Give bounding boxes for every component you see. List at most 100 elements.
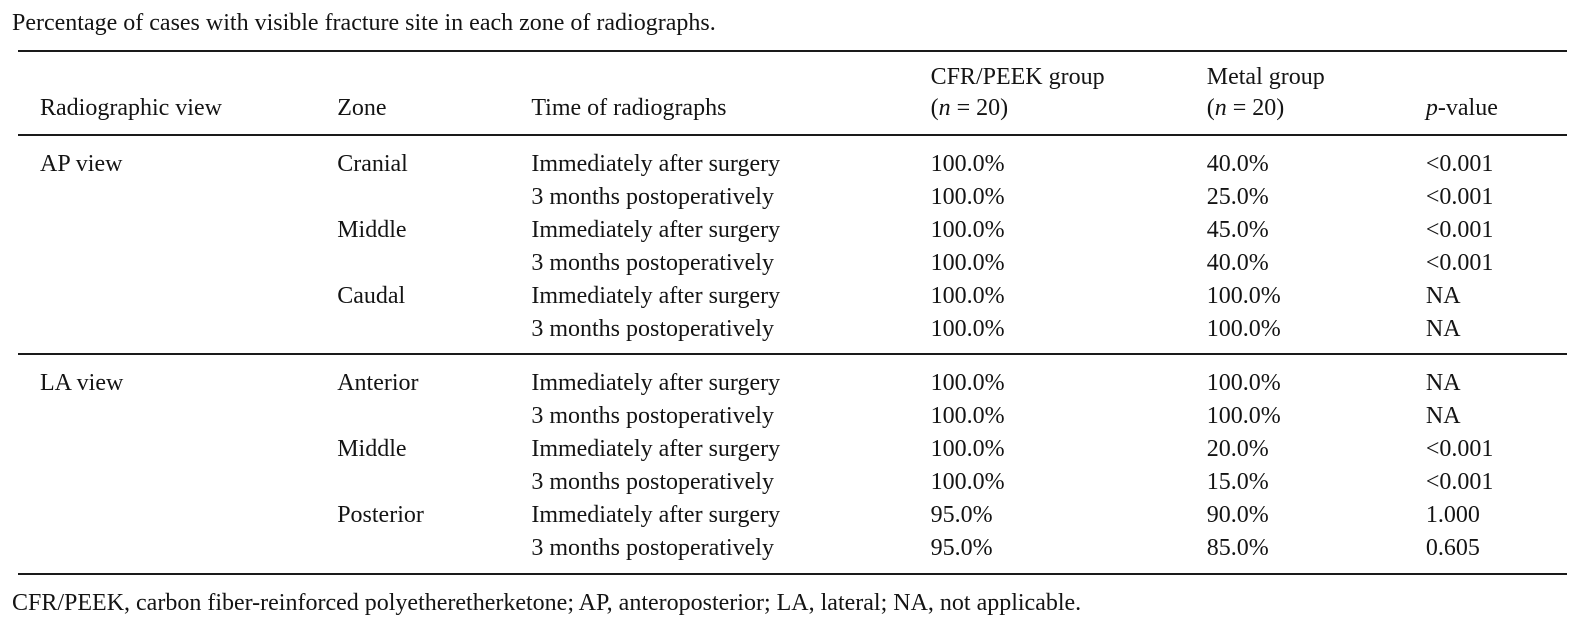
cell-cfr-peek: 100.0% xyxy=(930,316,1005,342)
cell-zone xyxy=(337,400,531,433)
cell-time: Immediately after surgery xyxy=(531,502,781,528)
cell-view xyxy=(18,499,337,532)
cell-view: LA view xyxy=(40,370,124,396)
header-row: Radiographic view Zone Time of radiograp… xyxy=(18,51,1567,135)
cell-metal: 40.0% xyxy=(1206,250,1269,276)
cell-zone xyxy=(337,532,531,574)
table-row: 3 months postoperatively 100.0% 15.0% <0… xyxy=(18,466,1567,499)
cell-time: 3 months postoperatively xyxy=(531,469,774,495)
table-footnote: CFR/PEEK, carbon fiber-reinforced polyet… xyxy=(12,590,1082,616)
cell-view xyxy=(18,214,337,247)
cell-metal: 100.0% xyxy=(1206,283,1281,309)
cell-cfr-peek: 100.0% xyxy=(930,250,1005,276)
p-italic: p xyxy=(1425,95,1438,121)
cell-metal: 100.0% xyxy=(1206,370,1281,396)
cell-view xyxy=(18,400,337,433)
cell-p-value: 1.000 xyxy=(1425,502,1480,528)
cell-zone xyxy=(337,466,531,499)
cell-cfr-peek: 100.0% xyxy=(930,217,1005,243)
table-row: Caudal Immediately after surgery 100.0% … xyxy=(18,280,1567,313)
cell-zone xyxy=(337,313,531,354)
cell-time: 3 months postoperatively xyxy=(531,403,774,429)
cell-metal: 15.0% xyxy=(1206,469,1269,495)
cell-zone: Cranial xyxy=(337,151,408,177)
cell-cfr-peek: 100.0% xyxy=(930,403,1005,429)
cell-cfr-peek: 100.0% xyxy=(930,151,1005,177)
cell-zone xyxy=(337,247,531,280)
cell-zone: Anterior xyxy=(337,370,419,396)
cell-metal: 45.0% xyxy=(1206,217,1269,243)
cell-time: 3 months postoperatively xyxy=(531,184,774,210)
cell-cfr-peek: 100.0% xyxy=(930,436,1005,462)
cell-time: Immediately after surgery xyxy=(531,283,781,309)
cell-cfr-peek: 100.0% xyxy=(930,469,1005,495)
cell-p-value: NA xyxy=(1425,403,1461,429)
cell-metal: 85.0% xyxy=(1206,535,1269,561)
cell-zone: Middle xyxy=(337,436,407,462)
table-row: Posterior Immediately after surgery 95.0… xyxy=(18,499,1567,532)
cell-time: 3 months postoperatively xyxy=(531,535,774,561)
cell-p-value: NA xyxy=(1425,283,1461,309)
table-row: 3 months postoperatively 100.0% 25.0% <0… xyxy=(18,181,1567,214)
cell-view xyxy=(18,181,337,214)
cell-view: AP view xyxy=(40,151,123,177)
radiograph-results-table: Radiographic view Zone Time of radiograp… xyxy=(18,50,1567,575)
header-zone: Zone xyxy=(337,95,387,121)
cell-view xyxy=(18,247,337,280)
cell-p-value: <0.001 xyxy=(1425,436,1494,462)
header-cfr-line2: (n = 20) xyxy=(930,95,1009,121)
cell-p-value: NA xyxy=(1425,316,1461,342)
cell-metal: 90.0% xyxy=(1206,502,1269,528)
table-row: 3 months postoperatively 95.0% 85.0% 0.6… xyxy=(18,532,1567,574)
cell-metal: 100.0% xyxy=(1206,403,1281,429)
cell-p-value: <0.001 xyxy=(1425,250,1494,276)
table-row: AP view Cranial Immediately after surger… xyxy=(18,135,1567,181)
table-header: Radiographic view Zone Time of radiograp… xyxy=(18,51,1567,135)
cell-zone: Posterior xyxy=(337,502,424,528)
table-row: 3 months postoperatively 100.0% 40.0% <0… xyxy=(18,247,1567,280)
header-time: Time of radiographs xyxy=(531,95,727,121)
cell-view xyxy=(18,280,337,313)
cell-cfr-peek: 95.0% xyxy=(930,535,993,561)
cell-view xyxy=(18,532,337,574)
cell-p-value: NA xyxy=(1425,370,1461,396)
cell-p-value: <0.001 xyxy=(1425,151,1494,177)
cell-time: 3 months postoperatively xyxy=(531,250,774,276)
cell-view xyxy=(18,433,337,466)
cell-cfr-peek: 100.0% xyxy=(930,370,1005,396)
cell-time: Immediately after surgery xyxy=(531,370,781,396)
header-metal-line1: Metal group xyxy=(1206,64,1325,90)
cell-time: 3 months postoperatively xyxy=(531,316,774,342)
table-row: LA view Anterior Immediately after surge… xyxy=(18,354,1567,400)
header-cfr-peek-group: CFR/PEEK group (n = 20) xyxy=(931,51,1207,135)
table-row: 3 months postoperatively 100.0% 100.0% N… xyxy=(18,400,1567,433)
cell-view xyxy=(18,313,337,354)
header-metal-group: Metal group (n = 20) xyxy=(1207,51,1426,135)
cell-zone: Caudal xyxy=(337,283,406,309)
cell-cfr-peek: 95.0% xyxy=(930,502,993,528)
section-ap-view: AP view Cranial Immediately after surger… xyxy=(18,135,1567,354)
header-p-value: p-value xyxy=(1425,95,1498,121)
cell-p-value: <0.001 xyxy=(1425,469,1494,495)
cell-p-value: 0.605 xyxy=(1425,535,1480,561)
cell-view xyxy=(18,466,337,499)
cell-metal: 20.0% xyxy=(1206,436,1269,462)
cell-time: Immediately after surgery xyxy=(531,436,781,462)
table-row: Middle Immediately after surgery 100.0% … xyxy=(18,214,1567,247)
cell-metal: 40.0% xyxy=(1206,151,1269,177)
cell-cfr-peek: 100.0% xyxy=(930,184,1005,210)
table-row: 3 months postoperatively 100.0% 100.0% N… xyxy=(18,313,1567,354)
cell-time: Immediately after surgery xyxy=(531,217,781,243)
cell-metal: 25.0% xyxy=(1206,184,1269,210)
cell-time: Immediately after surgery xyxy=(531,151,781,177)
cell-zone: Middle xyxy=(337,217,407,243)
header-radiographic-view: Radiographic view xyxy=(40,95,222,121)
cell-cfr-peek: 100.0% xyxy=(930,283,1005,309)
cell-metal: 100.0% xyxy=(1206,316,1281,342)
n-italic: n xyxy=(1214,95,1227,121)
section-la-view: LA view Anterior Immediately after surge… xyxy=(18,354,1567,574)
cell-p-value: <0.001 xyxy=(1425,217,1494,243)
cell-p-value: <0.001 xyxy=(1425,184,1494,210)
header-cfr-line1: CFR/PEEK group xyxy=(930,64,1105,90)
